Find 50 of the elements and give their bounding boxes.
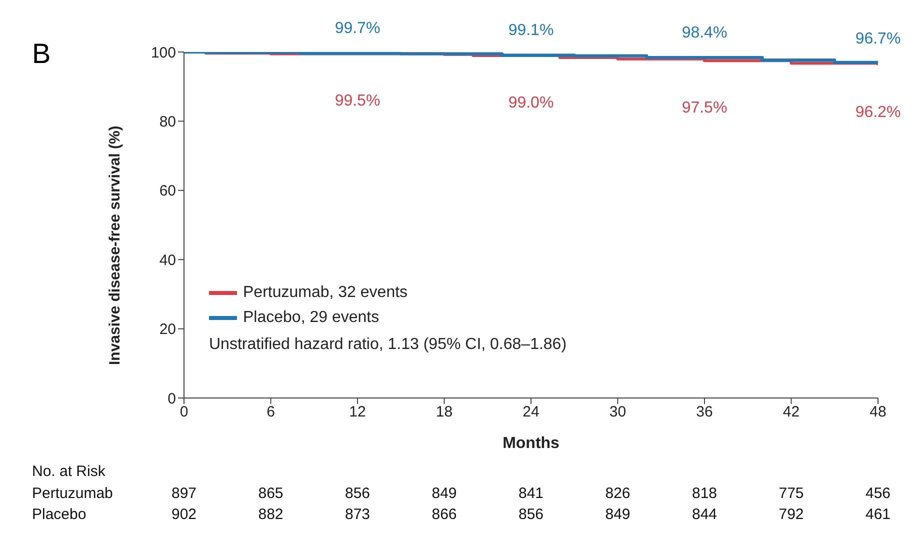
data-label: 96.7% <box>855 30 901 48</box>
data-label: 99.1% <box>508 22 554 40</box>
y-tick-label: 40 <box>159 252 176 269</box>
y-tick-label: 60 <box>159 182 176 200</box>
x-tick-label: 18 <box>436 404 453 421</box>
text: 865 <box>257 485 284 502</box>
x-tick-label: 24 <box>522 404 540 421</box>
text: No. at Risk <box>32 463 106 480</box>
text: 461 <box>864 506 892 523</box>
legend-label: Placebo, 29 events <box>243 308 380 326</box>
data-label: 99.5% <box>334 92 380 110</box>
y-tick-label: 20 <box>159 321 176 338</box>
text: 849 <box>430 485 458 502</box>
text: 849 <box>604 506 632 523</box>
x-tick-label: 6 <box>266 404 275 421</box>
text: 826 <box>604 485 632 502</box>
annotation: Unstratified hazard ratio, 1.13 (95% CI, 0.68–1.86) <box>209 336 568 354</box>
x-tick-label: 48 <box>870 404 886 421</box>
data-label: 98.4% <box>682 24 728 42</box>
legend-label: Pertuzumab, 32 events <box>243 284 408 302</box>
x-tick-label: 12 <box>349 404 366 421</box>
text: 856 <box>517 506 545 523</box>
text: 775 <box>778 485 805 502</box>
y-tick-label: 0 <box>168 390 176 408</box>
data-label: 96.2% <box>855 104 901 122</box>
x-tick-label: 42 <box>782 404 800 421</box>
text: Pertuzumab <box>32 485 113 502</box>
x-axis-title: Months <box>502 435 560 452</box>
text: 856 <box>344 485 372 502</box>
text: 882 <box>257 506 284 523</box>
data-label: 99.7% <box>334 20 380 38</box>
text: 792 <box>778 506 805 523</box>
x-tick-label: 0 <box>180 404 188 421</box>
text: 897 <box>170 485 198 502</box>
text: 841 <box>517 485 545 502</box>
text: 456 <box>864 485 892 502</box>
text: 866 <box>430 506 458 523</box>
y-axis-title: Invasive disease-free survival (%) <box>106 126 124 365</box>
text: 873 <box>344 506 372 523</box>
text: 844 <box>690 506 718 523</box>
x-tick-label: 30 <box>609 404 626 421</box>
text: 902 <box>170 506 198 523</box>
chart-title: B <box>32 38 51 70</box>
text: Placebo <box>32 506 86 523</box>
x-tick-label: 36 <box>696 404 713 421</box>
y-tick-label: 80 <box>159 114 176 131</box>
data-label: 97.5% <box>682 100 728 117</box>
data-label: 99.0% <box>508 94 554 112</box>
y-tick-label: 100 <box>150 44 176 62</box>
text: 818 <box>690 485 718 502</box>
